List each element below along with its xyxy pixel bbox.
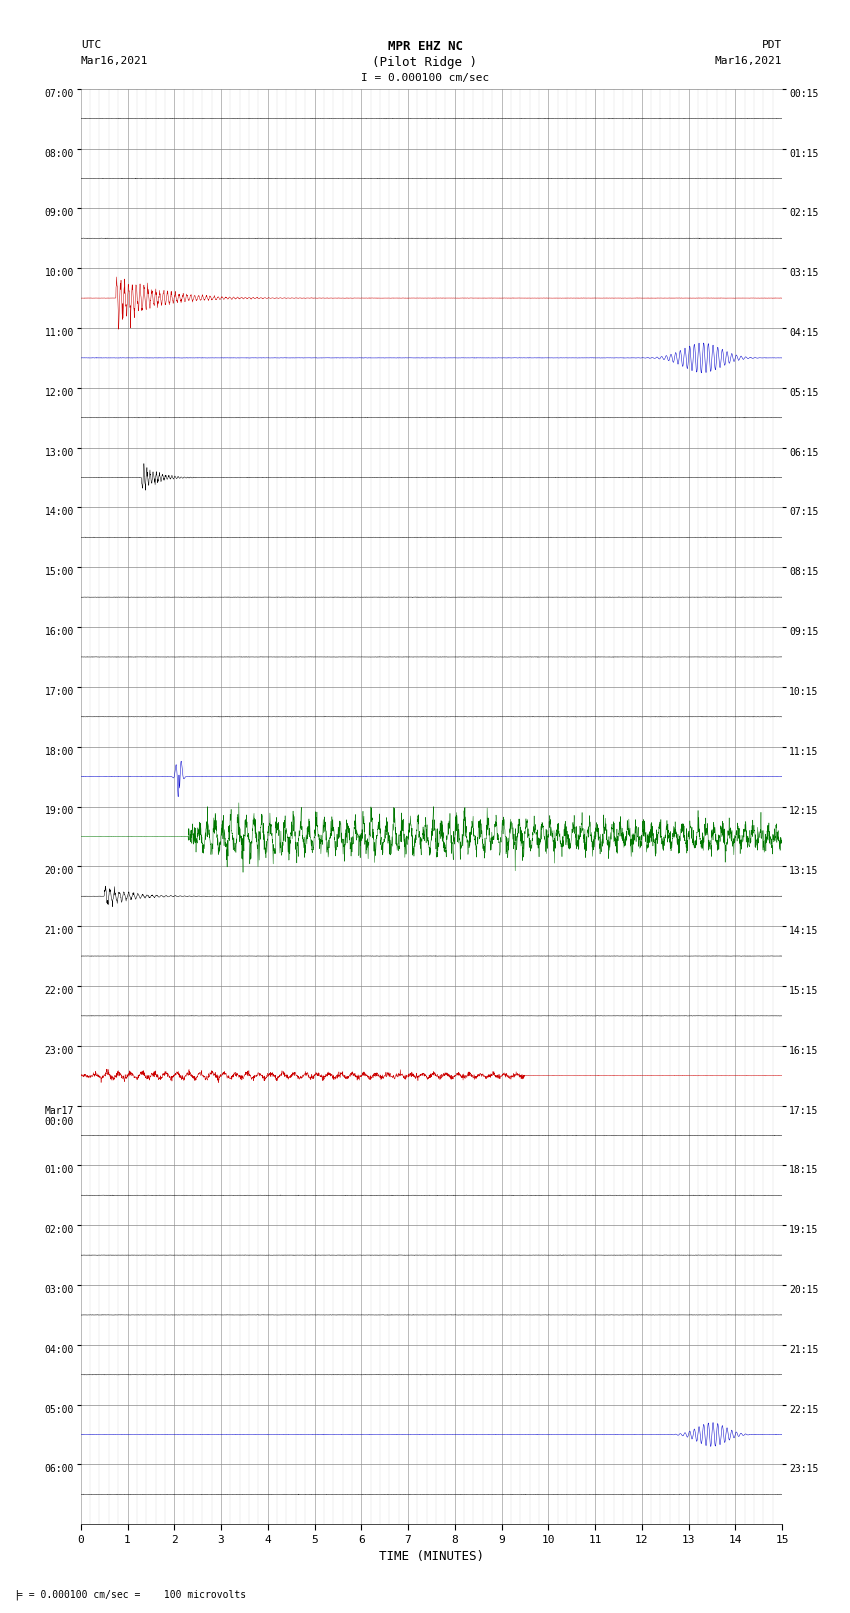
Text: Mar16,2021: Mar16,2021 [81, 56, 148, 66]
Text: |: | [13, 1589, 20, 1600]
Text: (Pilot Ridge ): (Pilot Ridge ) [372, 56, 478, 69]
Text: Mar16,2021: Mar16,2021 [715, 56, 782, 66]
X-axis label: TIME (MINUTES): TIME (MINUTES) [379, 1550, 484, 1563]
Text: PDT: PDT [762, 40, 782, 50]
Text: UTC: UTC [81, 40, 101, 50]
Text: MPR EHZ NC: MPR EHZ NC [388, 40, 462, 53]
Text: I = 0.000100 cm/sec: I = 0.000100 cm/sec [361, 73, 489, 82]
Text: = = 0.000100 cm/sec =    100 microvolts: = = 0.000100 cm/sec = 100 microvolts [17, 1590, 246, 1600]
